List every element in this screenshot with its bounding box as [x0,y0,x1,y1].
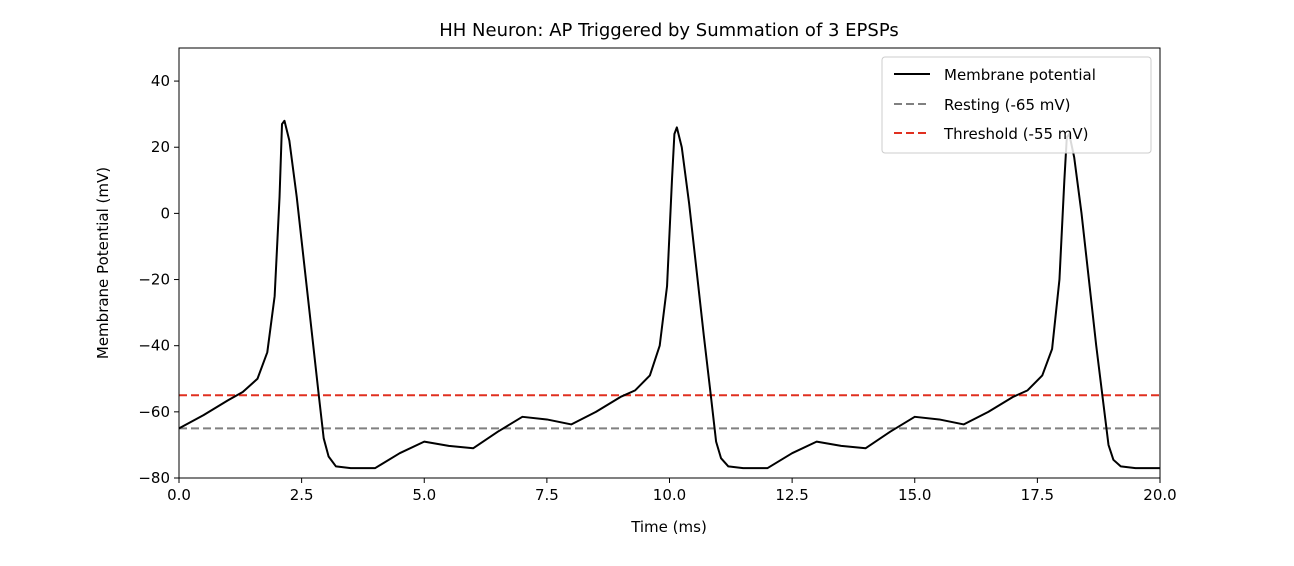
y-tick-label: 20 [151,138,170,156]
x-tick-label: 17.5 [1021,486,1054,504]
chart-title: HH Neuron: AP Triggered by Summation of … [439,20,899,41]
legend-box [881,56,1152,154]
x-tick-label: 7.5 [535,486,559,504]
x-tick-label: 15.0 [898,486,931,504]
x-tick-label: 12.5 [775,486,808,504]
y-tick-label: −60 [138,403,170,421]
x-tick-label: 20.0 [1143,486,1176,504]
y-tick-label: −20 [138,271,170,289]
x-tick-label: 10.0 [653,486,686,504]
x-axis-label: Time (ms) [630,518,707,536]
membrane-potential-line [179,119,1160,470]
plot-area [179,119,1160,470]
x-axis-ticks: 0.0 2.5 5.0 7.5 10.0 12.5 15.0 17.5 20.0 [167,478,1177,504]
y-tick-label: −80 [138,469,170,487]
y-tick-label: 40 [151,72,170,90]
legend: Membrane potential Resting (-65 mV) Thre… [881,56,1152,154]
x-tick-label: 2.5 [290,486,314,504]
x-tick-label: 5.0 [412,486,436,504]
y-tick-label: 0 [160,204,170,222]
legend-label-membrane: Membrane potential [944,66,1096,84]
y-axis-label: Membrane Potential (mV) [94,167,112,359]
x-tick-label: 0.0 [167,486,191,504]
plot-frame [178,47,1161,479]
legend-label-resting: Resting (-65 mV) [944,96,1070,114]
y-tick-label: −40 [138,337,170,355]
legend-label-threshold: Threshold (-55 mV) [943,125,1089,143]
y-axis-ticks: −80 −60 −40 −20 0 20 40 [138,72,179,487]
